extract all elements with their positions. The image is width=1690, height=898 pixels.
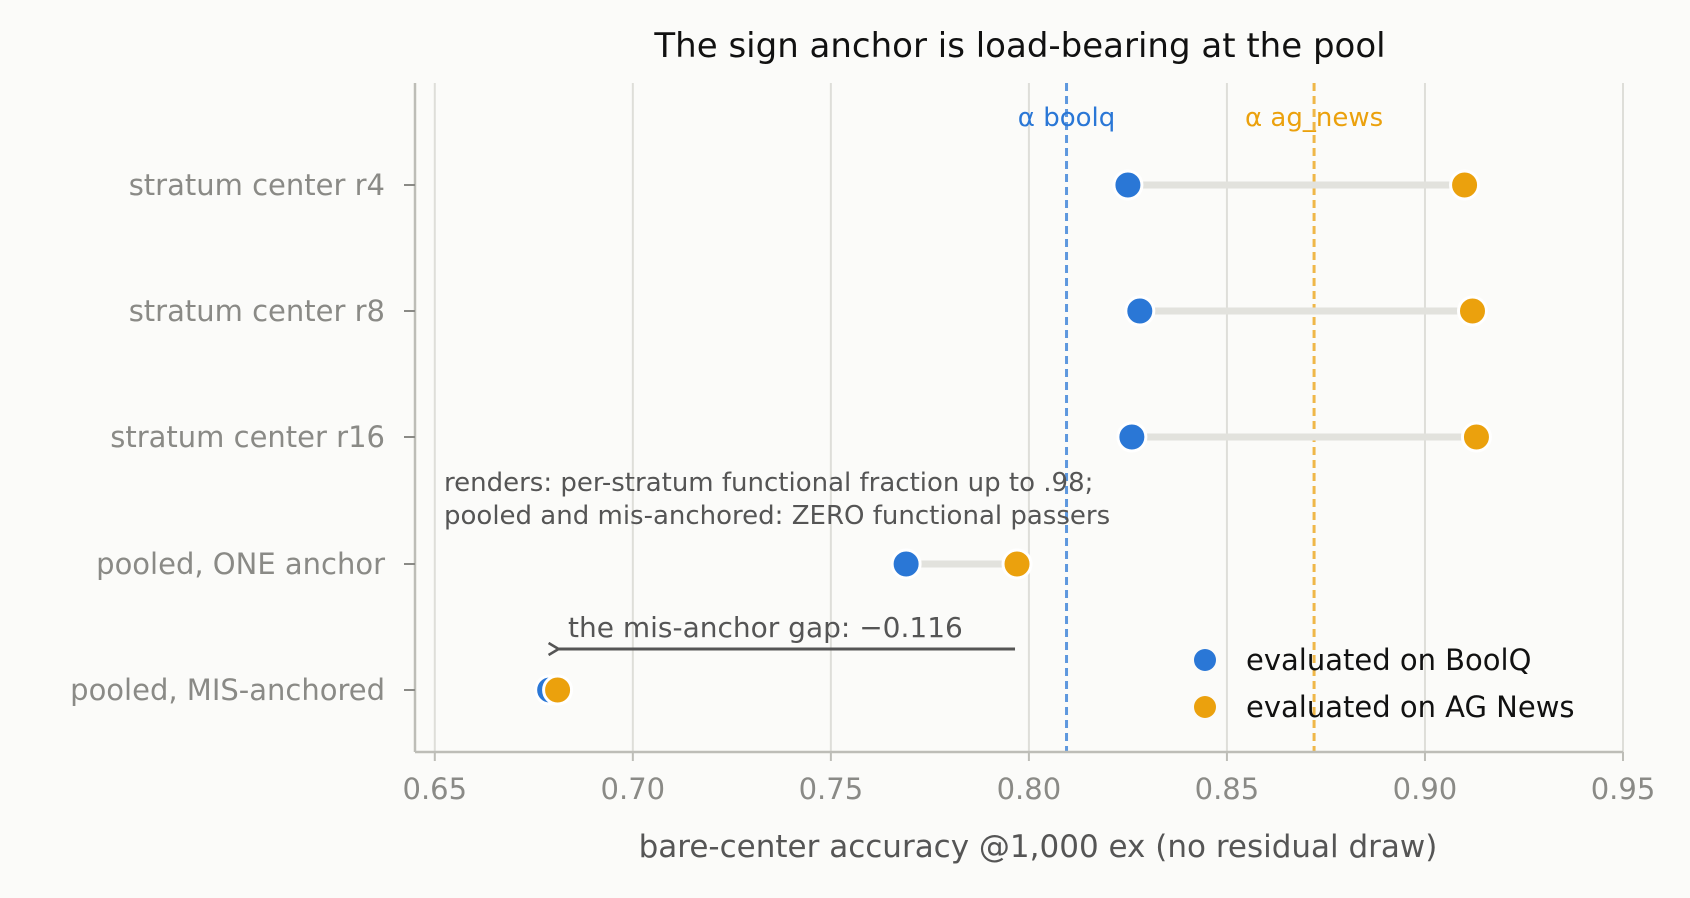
dumbbells — [534, 169, 1492, 706]
legend-label-boolq: evaluated on BoolQ — [1246, 643, 1531, 677]
point-agnews — [1460, 421, 1492, 453]
point-agnews — [1001, 548, 1033, 580]
legend: evaluated on BoolQ evaluated on AG News — [1194, 643, 1575, 724]
x-tick-label: 0.95 — [1591, 772, 1656, 806]
x-axis-label: bare-center accuracy @1,000 ex (no resid… — [639, 829, 1438, 865]
y-tick-label: pooled, MIS-anchored — [70, 673, 385, 707]
reference-lines: α boolq α ag_news — [1018, 83, 1383, 752]
point-agnews — [1456, 295, 1488, 327]
x-tick-label: 0.75 — [799, 772, 864, 806]
x-tick-label: 0.65 — [403, 772, 468, 806]
point-boolq — [1124, 295, 1156, 327]
reference-line-label: α ag_news — [1245, 103, 1383, 133]
x-tick-label: 0.80 — [997, 772, 1062, 806]
y-tick-label: stratum center r8 — [129, 294, 385, 328]
point-boolq — [1112, 169, 1144, 201]
annotation-line-2: pooled and mis-anchored: ZERO functional… — [444, 501, 1110, 531]
point-agnews — [542, 674, 574, 706]
point-agnews — [1449, 169, 1481, 201]
reference-line-label: α boolq — [1018, 103, 1115, 133]
annotation-line-1: renders: per-stratum functional fraction… — [444, 468, 1093, 498]
grid — [433, 83, 1624, 752]
gap-label: the mis-anchor gap: −0.116 — [568, 611, 963, 644]
legend-marker-agnews — [1194, 696, 1216, 718]
annotations: renders: per-stratum functional fraction… — [444, 468, 1110, 649]
y-tick-label: stratum center r16 — [110, 420, 385, 454]
point-boolq — [890, 548, 922, 580]
chart-title: The sign anchor is load-bearing at the p… — [653, 26, 1385, 66]
y-tick-label: pooled, ONE anchor — [96, 547, 385, 581]
x-tick-label: 0.70 — [601, 772, 666, 806]
axes: 0.65 0.70 0.75 0.80 0.85 0.90 0.95 stratum cent… — [70, 83, 1655, 806]
x-tick-label: 0.90 — [1393, 772, 1458, 806]
point-boolq — [1116, 421, 1148, 453]
legend-label-agnews: evaluated on AG News — [1246, 690, 1575, 724]
legend-marker-boolq — [1194, 649, 1216, 671]
x-tick-label: 0.85 — [1195, 772, 1260, 806]
y-tick-label: stratum center r4 — [129, 168, 385, 202]
